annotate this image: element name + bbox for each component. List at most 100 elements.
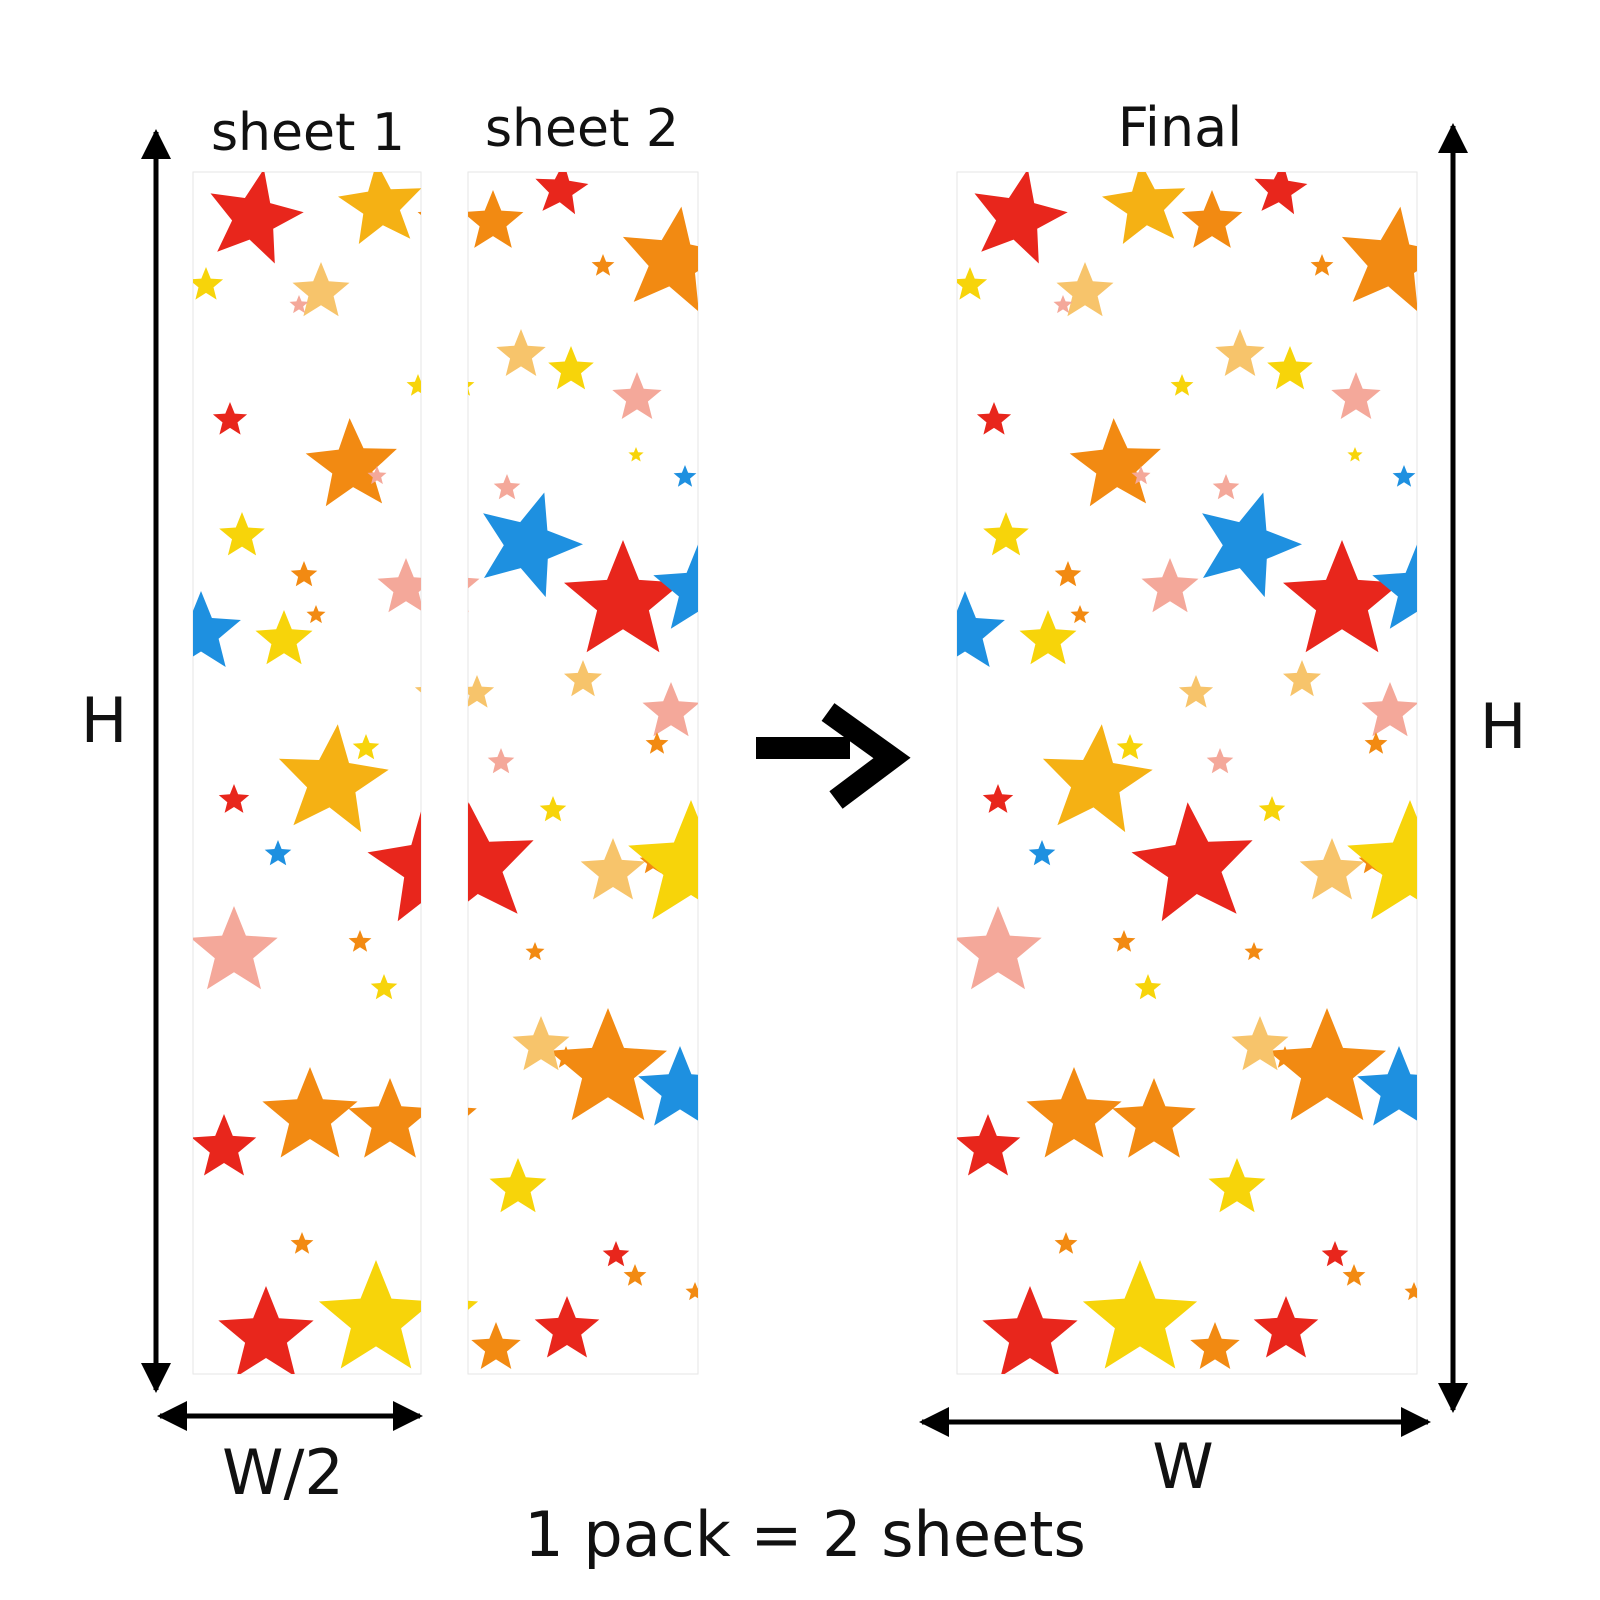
star-icon <box>982 1286 1078 1374</box>
star-icon <box>1267 346 1313 390</box>
star-icon <box>957 1114 1021 1176</box>
star-icon <box>193 906 278 990</box>
star-icon <box>1258 796 1286 822</box>
star-icon <box>367 466 387 485</box>
star-icon <box>623 1264 647 1286</box>
star-icon <box>638 1046 698 1126</box>
star-icon <box>468 381 475 396</box>
star-icon <box>1042 724 1153 833</box>
star-icon <box>548 346 594 390</box>
star-icon <box>974 172 1068 264</box>
star-icon <box>1254 172 1308 215</box>
final-title: Final <box>1118 96 1242 159</box>
star-icon <box>1347 447 1363 462</box>
star-icon <box>642 682 698 737</box>
star-icon <box>290 1232 314 1254</box>
star-icon <box>535 172 589 215</box>
star-icon <box>1364 732 1388 754</box>
star-icon <box>1054 561 1082 587</box>
star-icon <box>1392 465 1416 487</box>
star-icon <box>487 748 515 774</box>
final-star-pattern <box>957 172 1417 1374</box>
star-icon <box>612 372 662 419</box>
star-icon <box>1283 540 1401 653</box>
star-icon <box>483 492 583 598</box>
right-arrow-icon <box>756 703 911 809</box>
star-icon <box>414 687 421 693</box>
star-icon <box>1404 1282 1417 1301</box>
height-label-left: H <box>81 684 128 757</box>
star-icon <box>370 974 398 1000</box>
star-icon <box>377 558 421 613</box>
star-icon <box>468 190 524 248</box>
star-icon <box>602 1241 630 1267</box>
star-icon <box>493 474 521 500</box>
star-icon <box>1372 544 1417 629</box>
sheet-2-star-pattern <box>468 172 698 1369</box>
half-width-label: W/2 <box>222 1436 344 1509</box>
star-icon <box>983 512 1029 556</box>
star-icon <box>290 561 318 587</box>
star-icon <box>512 1016 570 1071</box>
star-icon <box>1082 1260 1198 1369</box>
star-icon <box>210 172 304 264</box>
star-icon <box>982 784 1014 813</box>
star-icon <box>1342 1264 1366 1286</box>
star-icon <box>1181 190 1243 248</box>
star-icon <box>564 540 682 653</box>
star-icon <box>1202 492 1302 598</box>
star-icon <box>957 906 1042 990</box>
star-icon <box>1026 1067 1122 1158</box>
star-icon <box>348 1078 421 1158</box>
sheet-1-title: sheet 1 <box>211 103 405 163</box>
star-icon <box>549 1008 667 1121</box>
sheet-2-panel <box>467 171 699 1375</box>
star-icon <box>653 544 698 629</box>
star-icon <box>1102 172 1186 244</box>
pack-caption: 1 pack = 2 sheets <box>524 1498 1086 1571</box>
sheet-1-star-pattern <box>193 172 421 1374</box>
star-icon <box>1112 930 1136 952</box>
star-icon <box>1206 748 1234 774</box>
star-icon <box>468 1107 477 1116</box>
star-icon <box>591 254 615 276</box>
star-icon <box>1019 610 1077 665</box>
star-icon <box>264 840 292 866</box>
final-panel <box>956 171 1418 1375</box>
star-icon <box>534 1296 600 1358</box>
star-icon <box>289 295 309 314</box>
star-icon <box>957 267 988 300</box>
star-icon <box>292 262 350 317</box>
star-icon <box>685 1282 698 1301</box>
star-icon <box>1141 558 1199 613</box>
star-icon <box>1053 295 1073 314</box>
star-icon <box>305 418 397 507</box>
star-icon <box>417 211 421 215</box>
star-icon <box>1069 418 1161 507</box>
star-icon <box>338 172 421 244</box>
star-icon <box>1215 329 1265 376</box>
star-icon <box>1268 1008 1386 1121</box>
star-icon <box>1134 974 1162 1000</box>
star-icon <box>957 591 1005 667</box>
star-icon <box>645 732 669 754</box>
star-icon <box>1112 1078 1196 1158</box>
star-icon <box>489 1158 547 1213</box>
star-icon <box>193 1114 257 1176</box>
star-icon <box>628 800 698 920</box>
full-width-label: W <box>1152 1430 1213 1503</box>
star-icon <box>1361 682 1417 737</box>
star-icon <box>1347 800 1417 920</box>
star-icon <box>255 610 313 665</box>
star-icon <box>1131 802 1253 922</box>
star-icon <box>278 724 389 833</box>
star-icon <box>1116 734 1144 760</box>
star-icon <box>1208 1158 1266 1213</box>
star-icon <box>352 734 380 760</box>
star-icon <box>622 206 698 312</box>
star-icon <box>564 660 602 697</box>
star-icon <box>1131 466 1151 485</box>
star-icon <box>1244 942 1264 961</box>
star-icon <box>976 402 1012 435</box>
